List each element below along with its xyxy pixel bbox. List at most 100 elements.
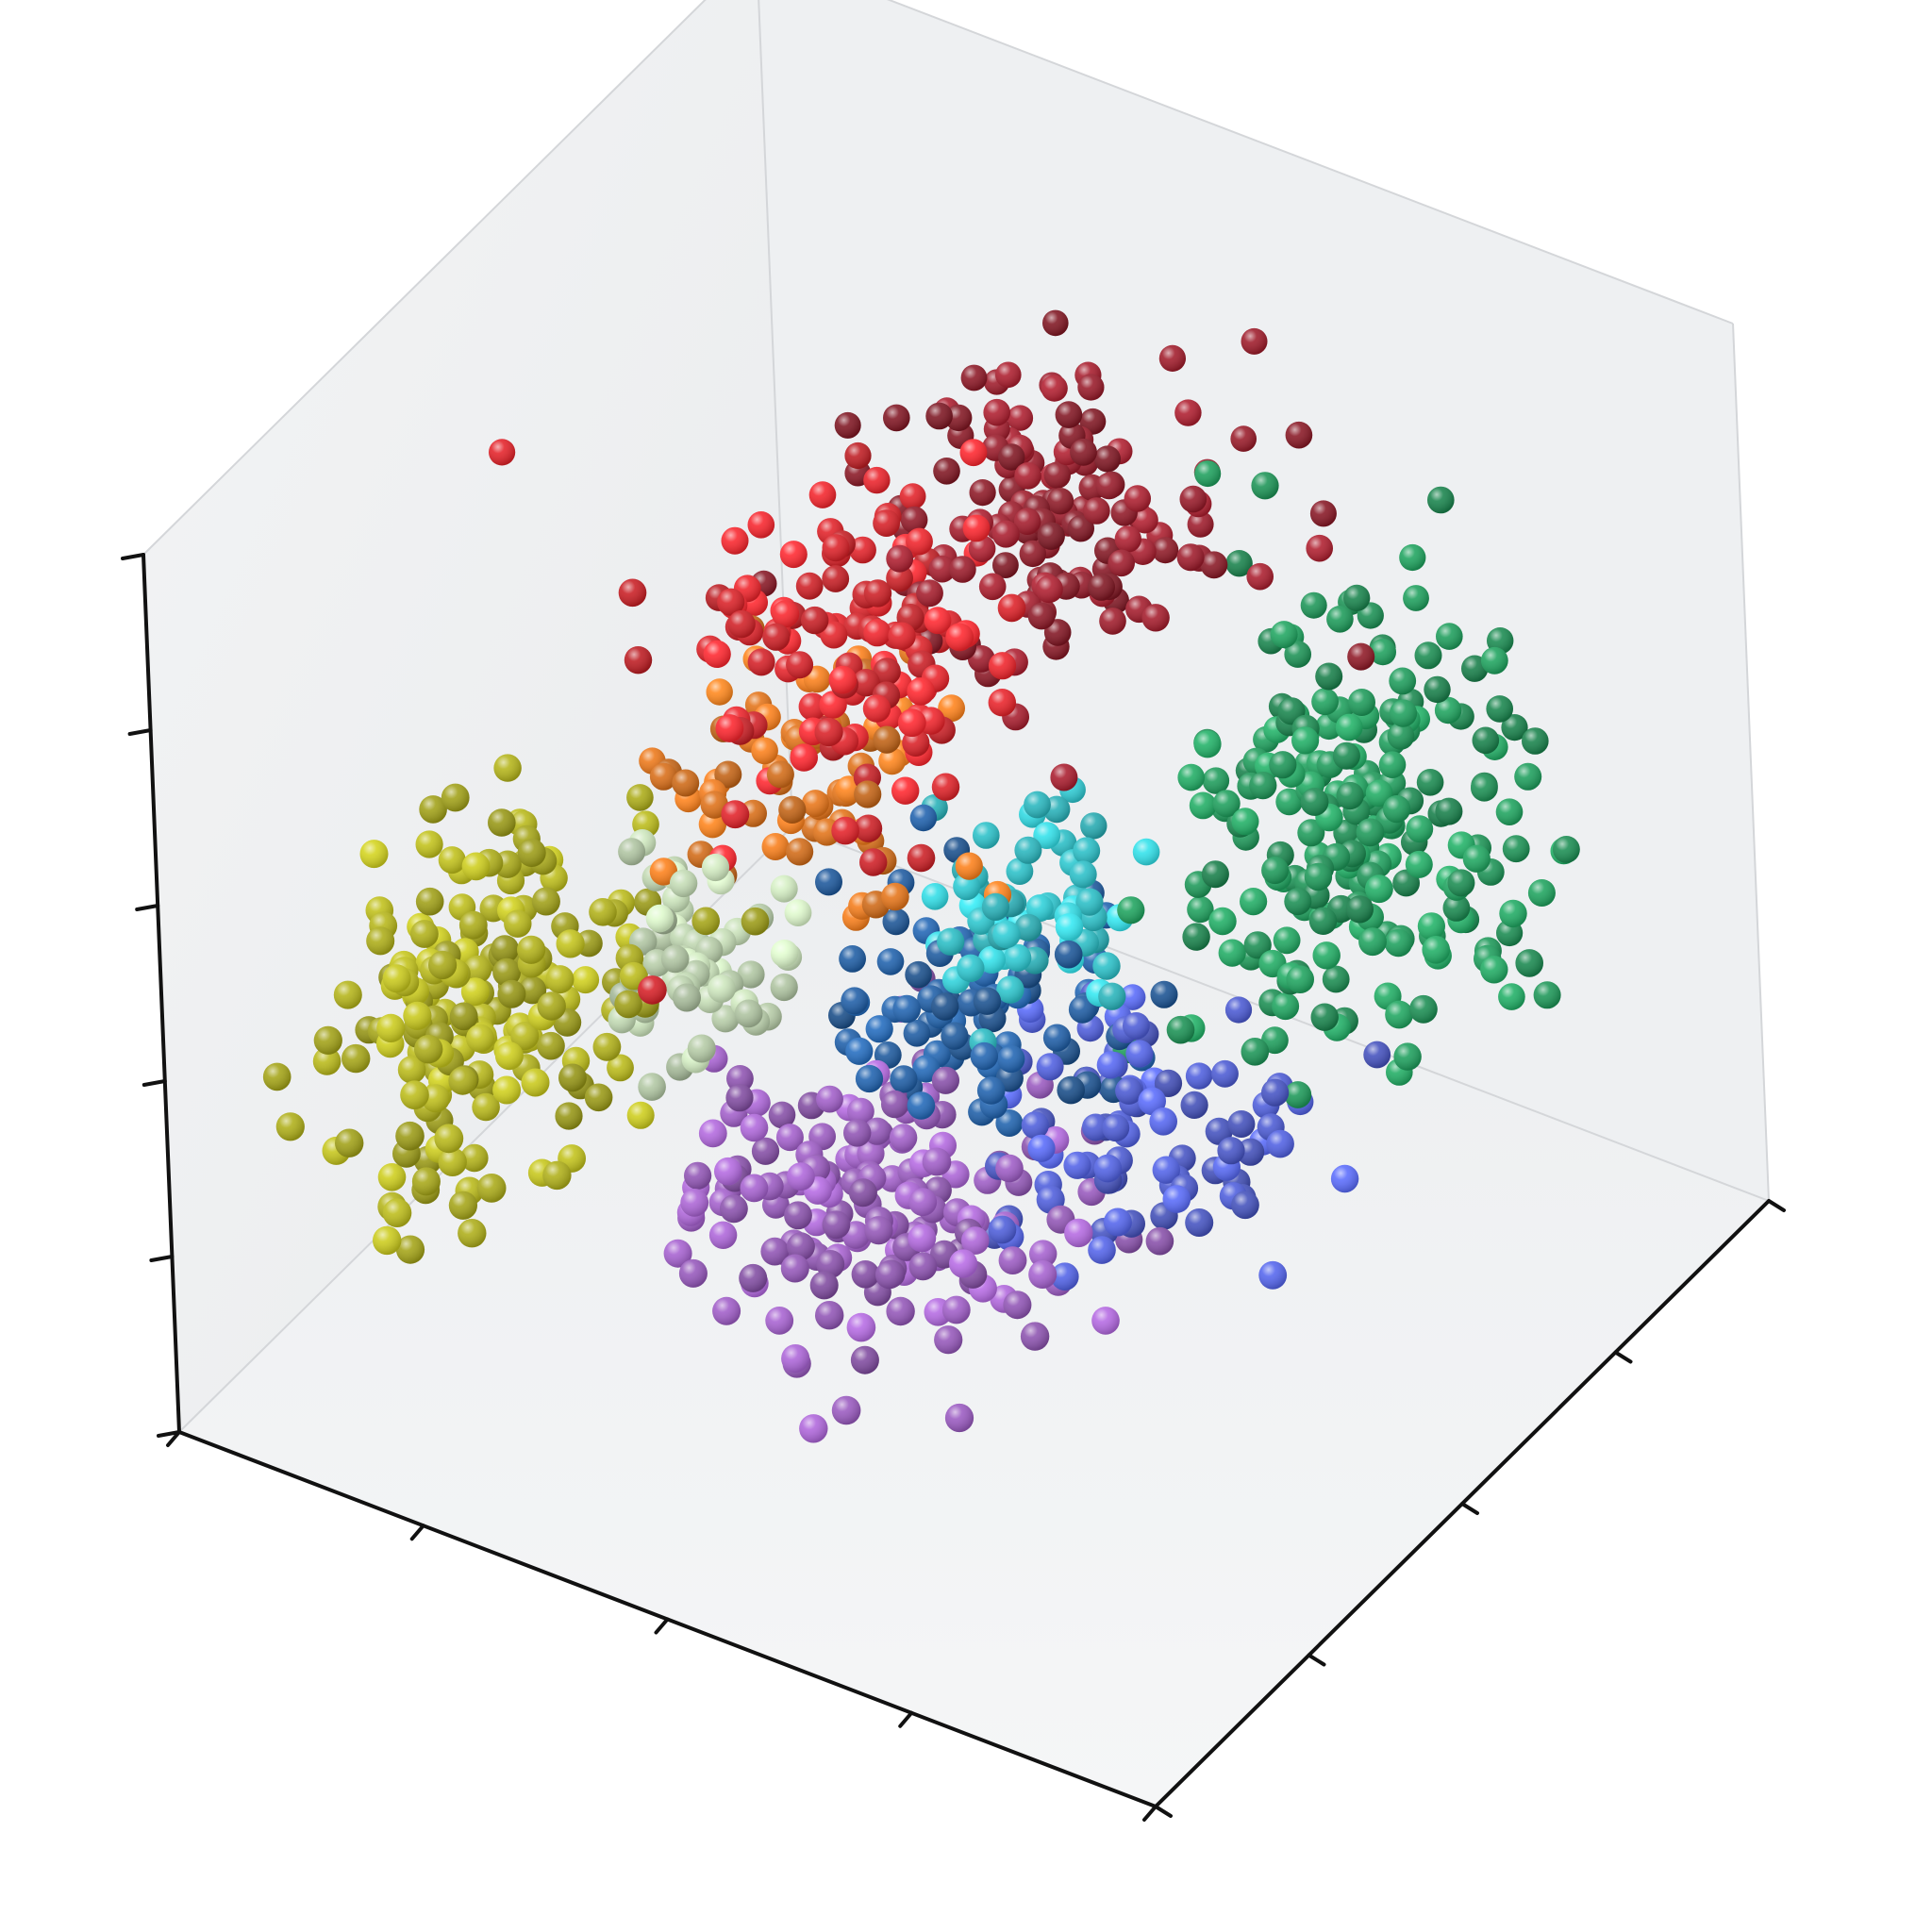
data-point [846,1312,876,1342]
data-point [1099,608,1126,635]
data-point [1158,344,1186,372]
point-highlight [928,555,957,583]
point-highlight [886,564,913,592]
data-point [997,593,1026,623]
point-highlight [921,883,949,910]
point-highlight [1522,727,1549,755]
data-point [1330,1164,1359,1193]
data-point [908,1188,938,1217]
point-highlight [489,439,516,466]
point-highlight [1471,774,1498,802]
point-highlight [1014,836,1042,864]
point-highlight [1336,781,1364,810]
point-highlight [1309,500,1337,527]
point-highlight [1014,913,1042,941]
point-highlight [1502,835,1530,863]
point-highlight [1068,995,1097,1024]
data-point [492,1075,522,1105]
point-highlight [397,1056,426,1084]
data-point [998,443,1025,471]
point-highlight [492,958,521,987]
point-highlight [772,600,800,628]
data-point [961,1226,990,1255]
data-point [916,579,943,608]
point-highlight [395,1235,425,1264]
data-point [886,564,913,592]
point-highlight [1073,837,1101,865]
data-point [1014,836,1042,864]
point-highlight [1230,425,1257,452]
data-point [441,783,470,812]
data-point [1150,980,1178,1008]
data-point [1141,604,1170,632]
data-point [1189,791,1217,820]
data-point [1200,551,1228,579]
data-point [995,1154,1024,1183]
point-highlight [463,955,492,984]
data-point [1363,1041,1391,1069]
data-point [1083,497,1110,525]
data-point [973,822,1000,849]
point-highlight [1020,1322,1050,1351]
data-point [1043,461,1072,489]
point-highlight [1041,375,1068,402]
data-point [822,534,850,562]
point-highlight [373,1225,402,1256]
data-point [873,509,900,537]
data-point [672,769,700,797]
point-highlight [873,658,901,686]
data-point [1424,675,1451,704]
data-point [1162,1185,1191,1213]
data-point [949,556,976,583]
point-highlight [934,1325,963,1355]
point-highlight [790,743,818,772]
point-highlight [831,1395,861,1425]
point-highlight [1152,537,1179,564]
point-highlight [1027,1134,1056,1162]
point-highlight [1365,779,1393,808]
data-point [720,1194,748,1224]
point-highlight [908,1252,938,1281]
data-point [1187,895,1214,924]
point-highlight [891,776,920,805]
data-point [991,520,1020,548]
data-point [638,975,667,1005]
point-highlight [618,838,646,866]
point-highlight [531,887,560,916]
point-highlight [1393,1042,1422,1071]
point-highlight [1365,874,1393,904]
data-point [976,1076,1006,1105]
data-point [998,1246,1027,1274]
point-highlight [684,1161,712,1190]
data-point [1269,751,1297,779]
data-point [770,940,799,968]
data-point [892,994,921,1024]
point-highlight [1152,1156,1181,1184]
data-point [626,1101,655,1129]
data-point [488,808,516,837]
point-highlight [855,1064,884,1093]
data-point [1029,1240,1058,1268]
data-point [1273,926,1301,955]
data-point [905,960,932,989]
data-point [784,899,812,926]
point-highlight [844,441,872,470]
data-point [1417,912,1445,941]
data-point [1384,928,1413,958]
point-highlight [493,754,522,782]
point-highlight [886,1296,915,1326]
data-point [820,621,848,649]
data-point [1004,943,1032,972]
point-highlight [874,1260,904,1290]
data-point [428,950,458,980]
x-tick [898,1710,914,1728]
data-point [1275,788,1303,816]
data-point [751,737,778,765]
point-highlight [740,1174,769,1203]
point-highlight [1102,1114,1130,1142]
point-highlight [1383,795,1411,824]
data-point [584,1083,613,1112]
point-highlight [1117,896,1145,924]
data-point [809,1271,839,1300]
point-highlight [1389,667,1417,695]
